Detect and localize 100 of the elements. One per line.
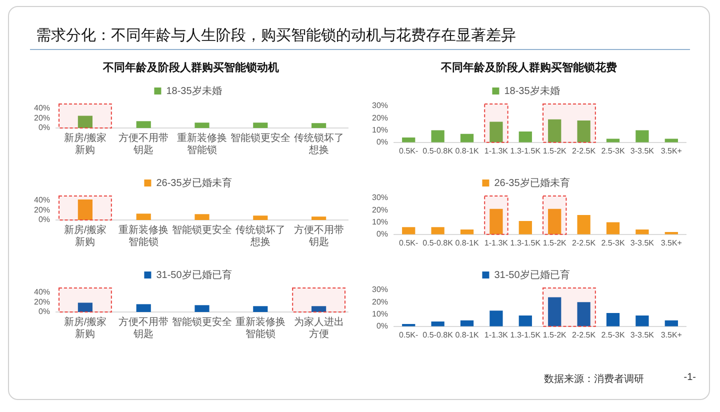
x-tick-label: 1.5-2K — [542, 146, 568, 156]
bar — [577, 302, 590, 326]
x-tick-label: 传统锁坏了想换 — [294, 132, 344, 156]
y-tick-label: 0% — [38, 307, 50, 316]
y-tick-label: 30% — [372, 193, 388, 202]
bar — [312, 123, 326, 128]
bar — [490, 310, 503, 326]
x-tick-label: 0.5-0.8K — [422, 238, 454, 248]
bar — [606, 313, 620, 326]
y-tick-label: 40% — [34, 196, 50, 205]
bar — [636, 315, 649, 326]
x-tick-label: 3.5K+ — [660, 238, 682, 248]
bar — [136, 214, 151, 220]
bar — [78, 199, 93, 220]
chart-title: 不同年龄及阶段人群购买智能锁花费 — [440, 60, 618, 75]
x-tick-label: 新房/搬家新购 — [64, 316, 107, 340]
x-tick-label: 0.5-0.8K — [422, 146, 454, 156]
bar — [636, 230, 649, 234]
bar — [577, 120, 590, 142]
x-tick-label: 智能锁更安全 — [172, 224, 232, 236]
y-tick-label: 10% — [372, 309, 388, 318]
bar — [490, 122, 503, 142]
y-tick-label: 20% — [372, 205, 388, 214]
bar — [664, 320, 678, 326]
x-tick-label: 重新装修换智能锁 — [118, 224, 169, 248]
x-tick-label: 0.5K- — [399, 238, 419, 248]
x-tick-label: 2.5-3K — [601, 146, 626, 156]
bar — [490, 208, 503, 234]
x-tick-label: 2-2.5K — [572, 146, 596, 156]
y-tick-label: 0% — [376, 322, 388, 331]
bar — [253, 122, 268, 128]
source-note: 数据来源：消费者调研 — [544, 372, 644, 386]
y-tick-label: 0% — [376, 230, 388, 239]
x-tick-label: 3.5K+ — [660, 146, 682, 156]
text: -1- — [684, 372, 696, 385]
x-tick-label: 0.5-0.8K — [422, 330, 454, 340]
y-tick-label: 0% — [376, 138, 388, 147]
bar — [402, 138, 416, 142]
legend-label: 18-35岁未婚 — [504, 84, 560, 97]
bar — [548, 297, 562, 326]
x-tick-label: 1-1.3K — [484, 330, 509, 340]
x-tick-label: 智能锁更安全 — [172, 316, 232, 328]
x-tick-label: 重新装修换智能锁 — [177, 132, 228, 156]
y-tick-label: 20% — [372, 297, 388, 306]
bar — [518, 315, 532, 326]
bar — [402, 227, 416, 234]
x-tick-label: 为家人进出方便 — [294, 316, 344, 340]
y-tick-label: 0% — [38, 215, 50, 224]
x-tick-label: 方便不用带钥匙 — [118, 316, 169, 340]
x-tick-label: 2-2.5K — [572, 330, 596, 340]
bar — [253, 216, 268, 220]
x-tick-label: 传统锁坏了想换 — [235, 224, 286, 248]
bar — [460, 134, 474, 142]
bar — [460, 320, 474, 326]
bar — [606, 222, 620, 234]
y-tick-label: 10% — [372, 217, 388, 226]
y-tick-label: 20% — [34, 297, 50, 306]
x-tick-label: 1.5-2K — [542, 238, 568, 248]
bar — [548, 208, 562, 234]
legend-label: 26-35岁已婚未育 — [156, 176, 232, 189]
x-tick-label: 1.5-2K — [542, 330, 568, 340]
x-tick-label: 1.3-1.5K — [510, 330, 542, 340]
x-tick-label: 智能锁更安全 — [230, 132, 290, 144]
bar — [431, 227, 444, 234]
chart-title: 不同年龄及阶段人群购买智能锁动机 — [102, 60, 280, 75]
y-tick-label: 20% — [34, 205, 50, 214]
text: 需求分化：不同年龄与人生阶段，购买智能锁的动机与花费存在显著差异 — [36, 26, 516, 45]
y-tick-label: 0% — [38, 123, 50, 132]
bar — [312, 216, 326, 220]
y-tick-label: 20% — [34, 113, 50, 122]
y-tick-label: 20% — [372, 113, 388, 122]
x-tick-label: 1-1.3K — [484, 238, 509, 248]
legend-label: 26-35岁已婚未育 — [494, 176, 570, 189]
bar — [194, 214, 210, 220]
y-tick-label: 30% — [372, 101, 388, 110]
x-tick-label: 3-3.5K — [630, 330, 655, 340]
y-tick-label: 10% — [372, 125, 388, 134]
bar — [548, 119, 562, 142]
bar — [577, 214, 590, 234]
x-tick-label: 2.5-3K — [601, 330, 626, 340]
x-tick-label: 1-1.3K — [484, 146, 509, 156]
bar — [136, 121, 151, 128]
x-tick-label: 3-3.5K — [630, 238, 655, 248]
x-tick-label: 2.5-3K — [601, 238, 626, 248]
x-tick-label: 1.3-1.5K — [510, 146, 542, 156]
x-tick-label: 方便不用带钥匙 — [294, 224, 344, 248]
legend-label: 18-35岁未婚 — [166, 84, 222, 97]
x-tick-label: 1.3-1.5K — [510, 238, 542, 248]
legend-label: 31-50岁已婚已育 — [494, 268, 570, 281]
x-tick-label: 0.8-1K — [455, 330, 480, 340]
y-tick-label: 30% — [372, 285, 388, 294]
bar — [636, 130, 649, 142]
x-tick-label: 0.5K- — [399, 146, 419, 156]
x-tick-label: 2-2.5K — [572, 238, 596, 248]
x-tick-label: 新房/搬家新购 — [64, 224, 107, 248]
bar — [518, 221, 532, 234]
x-tick-label: 0.8-1K — [455, 146, 480, 156]
bar — [431, 130, 444, 142]
legend-label: 31-50岁已婚已育 — [156, 268, 232, 281]
x-tick-label: 0.5K- — [399, 330, 419, 340]
